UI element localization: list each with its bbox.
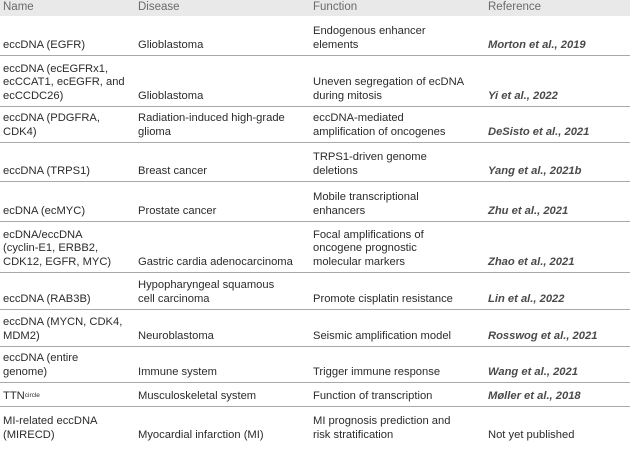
cell-name: eccDNA (RAB3B) <box>3 292 91 305</box>
cell-name: TTNcircle <box>3 390 131 404</box>
table-row: eccDNA (MYCN, CDK4, MDM2) Neuroblastoma … <box>0 310 630 347</box>
table-row: ecDNA (ecMYC) Prostate cancer Mobile tra… <box>0 182 630 222</box>
cell-disease: Neuroblastoma <box>138 329 214 342</box>
cell-reference: Lin et al., 2022 <box>488 292 565 305</box>
cell-function: Promote cisplatin resistance <box>313 292 453 305</box>
cell-reference: Not yet published <box>488 428 575 441</box>
table-row: eccDNA (ecEGFRx1, ecCCAT1, ecEGFR, and e… <box>0 56 630 107</box>
cell-reference: Wang et al., 2021 <box>488 365 578 378</box>
header-function: Function <box>313 1 358 13</box>
table-header: Name Disease Function Reference <box>0 0 630 16</box>
cell-disease: Glioblastoma <box>138 89 204 102</box>
cell-name: eccDNA (MYCN, CDK4, MDM2) <box>3 316 123 342</box>
cell-reference: Rosswog et al., 2021 <box>488 329 598 342</box>
cell-function: Focal amplifications of oncogene prognos… <box>313 228 424 268</box>
cell-reference: DeSisto et al., 2021 <box>488 125 590 138</box>
cell-disease: Radiation-induced high-grade glioma <box>138 112 285 138</box>
cell-disease: Glioblastoma <box>138 38 204 51</box>
cell-name-text: TTN <box>3 389 25 402</box>
cell-disease: Musculoskeletal system <box>138 389 257 402</box>
cell-reference: Møller et al., 2018 <box>488 389 581 402</box>
table-row: eccDNA (PDGFRA, CDK4) Radiation-induced … <box>0 107 630 143</box>
cell-reference: Zhu et al., 2021 <box>488 204 569 217</box>
cell-function: Endogenous enhancer elements <box>313 25 426 51</box>
cell-name: ecDNA (ecMYC) <box>3 204 86 217</box>
cell-disease: Gastric cardia adenocarcinoma <box>138 255 293 268</box>
cell-disease: Myocardial infarction (MI) <box>138 428 264 441</box>
cell-disease: Breast cancer <box>138 164 208 177</box>
cell-function: Mobile transcriptional enhancers <box>313 191 419 217</box>
header-disease: Disease <box>138 1 180 13</box>
table-row: eccDNA (TRPS1) Breast cancer TRPS1-drive… <box>0 143 630 182</box>
cell-reference: Zhao et al., 2021 <box>488 255 575 268</box>
cell-function: eccDNA-mediated amplification of oncogen… <box>313 112 446 138</box>
header-reference: Reference <box>488 1 542 13</box>
cell-function: Seismic amplification model <box>313 329 452 342</box>
cell-function: Uneven segregation of ecDNA during mitos… <box>313 76 465 102</box>
cell-reference: Yang et al., 2021b <box>488 164 582 177</box>
cell-name-superscript: circle <box>24 391 40 399</box>
cell-function: TRPS1-driven genome deletions <box>313 151 427 177</box>
table-row: MI-related eccDNA (MIRECD) Myocardial in… <box>0 407 630 445</box>
cell-function: Function of transcription <box>313 389 433 402</box>
cell-name: eccDNA (EGFR) <box>3 38 86 51</box>
eccdna-table: Name Disease Function Reference eccDNA (… <box>0 0 630 445</box>
table-row: ecDNA/eccDNA (cyclin-E1, ERBB2, CDK12, E… <box>0 222 630 273</box>
cell-function: MI prognosis prediction and risk stratif… <box>313 415 451 441</box>
cell-name: ecDNA/eccDNA (cyclin-E1, ERBB2, CDK12, E… <box>3 228 112 268</box>
cell-function: Trigger immune response <box>313 365 441 378</box>
cell-name: MI-related eccDNA (MIRECD) <box>3 415 98 441</box>
table-row: eccDNA (EGFR) Glioblastoma Endogenous en… <box>0 16 630 56</box>
cell-reference: Morton et al., 2019 <box>488 38 586 51</box>
cell-reference: Yi et al., 2022 <box>488 89 558 102</box>
cell-disease: Prostate cancer <box>138 204 217 217</box>
cell-disease: Immune system <box>138 365 217 378</box>
table-row: eccDNA (RAB3B) Hypopharyngeal squamous c… <box>0 273 630 310</box>
cell-name: eccDNA (ecEGFRx1, ecCCAT1, ecEGFR, and e… <box>3 62 125 102</box>
cell-name: eccDNA (TRPS1) <box>3 164 91 177</box>
cell-name: eccDNA (PDGFRA, CDK4) <box>3 112 100 138</box>
cell-name: eccDNA (entire genome) <box>3 352 79 378</box>
cell-disease: Hypopharyngeal squamous cell carcinoma <box>138 279 275 305</box>
table-row: TTNcircle Musculoskeletal system Functio… <box>0 383 630 407</box>
table-row: eccDNA (entire genome) Immune system Tri… <box>0 347 630 383</box>
header-name: Name <box>3 1 34 13</box>
